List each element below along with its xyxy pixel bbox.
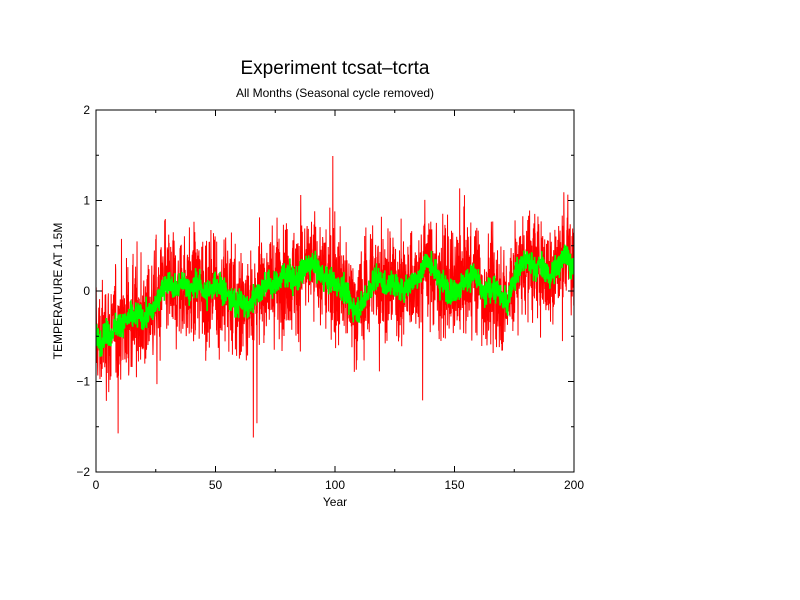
x-tick-label: 0	[93, 478, 100, 492]
y-axis: −2 −1 0 1 2	[76, 103, 574, 479]
y-tick-label: 1	[83, 194, 90, 208]
y-tick-label: −1	[76, 375, 90, 389]
y-tick-label: 0	[83, 284, 90, 298]
series-line-2	[96, 244, 574, 357]
x-axis-label: Year	[323, 495, 347, 509]
plot-area	[96, 156, 574, 438]
y-tick-label: −2	[76, 465, 90, 479]
chart-title: Experiment tcsat–tcrta	[240, 58, 429, 79]
y-axis-label: TEMPERATURE AT 1.5M	[51, 223, 65, 360]
x-tick-label: 200	[564, 478, 584, 492]
chart-subtitle: All Months (Seasonal cycle removed)	[236, 86, 434, 100]
y-tick-label: 2	[83, 103, 90, 117]
x-tick-label: 150	[444, 478, 464, 492]
x-axis: 0 50 100 150 200	[93, 110, 584, 492]
x-tick-label: 50	[209, 478, 223, 492]
x-tick-label: 100	[325, 478, 345, 492]
